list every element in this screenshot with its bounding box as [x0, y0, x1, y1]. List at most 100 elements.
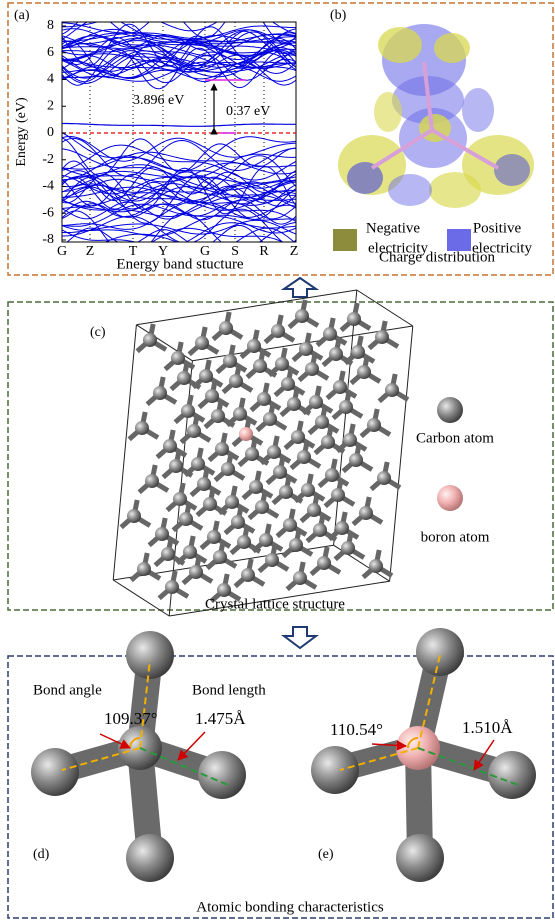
boron-atom-icon	[437, 485, 463, 511]
legend-label: Carbon atom	[416, 430, 494, 446]
carbon-atom	[299, 342, 313, 356]
carbon-atom	[297, 450, 311, 464]
carbon-atom	[273, 465, 287, 479]
y-tick-label: -2	[42, 152, 54, 167]
carbon-atom	[347, 312, 361, 326]
carbon-atom	[349, 453, 363, 467]
carbon-atom	[488, 751, 536, 799]
carbon-atom	[255, 500, 269, 514]
caption: Charge distribution	[379, 249, 495, 265]
carbon-atom	[295, 309, 309, 323]
carbon-atom	[247, 339, 261, 353]
carbon-atom	[126, 631, 174, 679]
carbon-atom	[225, 495, 239, 509]
carbon-atom	[317, 556, 331, 570]
carbon-atom	[281, 377, 295, 391]
carbon-atom	[377, 471, 391, 485]
annotation: 3.896 eV	[133, 93, 184, 108]
carbon-atom	[309, 395, 323, 409]
panel-label: (a)	[14, 8, 30, 23]
panel-label: (e)	[318, 847, 334, 862]
carbon-atom	[143, 333, 157, 347]
carbon-atom	[283, 518, 297, 532]
carbon-atom	[329, 347, 343, 361]
carbon-atom	[199, 369, 213, 383]
carbon-atom	[279, 485, 293, 499]
carbon-atom	[179, 512, 193, 526]
carbon-atom	[416, 628, 464, 676]
carbon-atom	[191, 457, 205, 471]
carbon-atom	[307, 503, 321, 517]
carbon-atom	[195, 336, 209, 350]
carbon-atom	[221, 462, 235, 476]
cell-edge	[357, 290, 413, 326]
carbon-atom	[183, 545, 197, 559]
label: Bond angle	[33, 682, 102, 698]
carbon-atom	[367, 418, 381, 432]
carbon-atom	[233, 407, 247, 421]
carbon-atom	[293, 571, 307, 585]
legend-label: Negative	[366, 220, 420, 236]
carbon-atom	[165, 580, 179, 594]
carbon-atom	[351, 345, 365, 359]
carbon-atom	[145, 474, 159, 488]
carbon-atom	[343, 433, 357, 447]
y-axis-label: Energy (eV)	[14, 97, 29, 167]
x-tick-label: T	[129, 244, 138, 259]
carbon-atom	[229, 374, 243, 388]
carbon-atom	[263, 412, 277, 426]
carbon-atom	[205, 389, 219, 403]
y-tick-label: 4	[47, 72, 54, 87]
y-tick-label: 0	[47, 125, 54, 140]
carbon-atom	[217, 583, 231, 597]
x-tick-label: Z	[290, 244, 299, 259]
carbon-atom	[325, 468, 339, 482]
cell-edge	[136, 290, 356, 325]
y-tick-label: -4	[42, 179, 54, 194]
carbon-atom	[287, 397, 301, 411]
carbon-atom	[289, 538, 303, 552]
y-tick-label: -6	[42, 205, 54, 220]
panel-label: (c)	[90, 325, 106, 340]
caption: Atomic bonding characteristics	[196, 899, 384, 915]
x-tick-label: Y	[158, 244, 168, 259]
cell-edge	[113, 325, 136, 580]
flow-arrow	[284, 278, 316, 297]
x-tick-label: S	[231, 244, 239, 259]
charge-density	[338, 24, 534, 208]
carbon-atom	[153, 386, 167, 400]
carbon-atom	[231, 515, 245, 529]
carbon-atom	[331, 488, 345, 502]
carbon-atom	[197, 477, 211, 491]
carbon-atom	[135, 421, 149, 435]
carbon-atom	[137, 562, 151, 576]
carbon-atom	[249, 480, 263, 494]
carbon-atom	[333, 380, 347, 394]
carbon-atom	[339, 400, 353, 414]
carbon-atom	[31, 748, 79, 796]
carbon-atom	[267, 445, 281, 459]
carbon-atom	[189, 565, 203, 579]
legend-label: Positive	[473, 220, 522, 236]
carbon-atom-icon	[437, 397, 463, 423]
y-tick-label: 8	[47, 18, 54, 33]
carbon-atom	[321, 435, 335, 449]
figure: (a) Energy (eV) Energy band stucture 3.8…	[0, 0, 555, 921]
carbon-atom	[169, 459, 183, 473]
x-tick-label: Z	[86, 244, 95, 259]
carbon-atom	[305, 362, 319, 376]
y-tick-label: 2	[47, 98, 54, 113]
carbon-atom	[211, 409, 225, 423]
carbon-atom	[259, 533, 273, 547]
cell-edge	[390, 326, 413, 581]
carbon-atom	[291, 430, 305, 444]
legend-label: boron atom	[421, 529, 490, 545]
carbon-atom	[213, 550, 227, 564]
carbon-atom	[253, 359, 267, 373]
carbon-atom	[335, 521, 349, 535]
carbon-atom	[369, 559, 383, 573]
carbon-atom	[301, 483, 315, 497]
carbon-atom	[359, 506, 373, 520]
panel-label: (d)	[33, 847, 50, 862]
carbon-atom	[181, 404, 195, 418]
